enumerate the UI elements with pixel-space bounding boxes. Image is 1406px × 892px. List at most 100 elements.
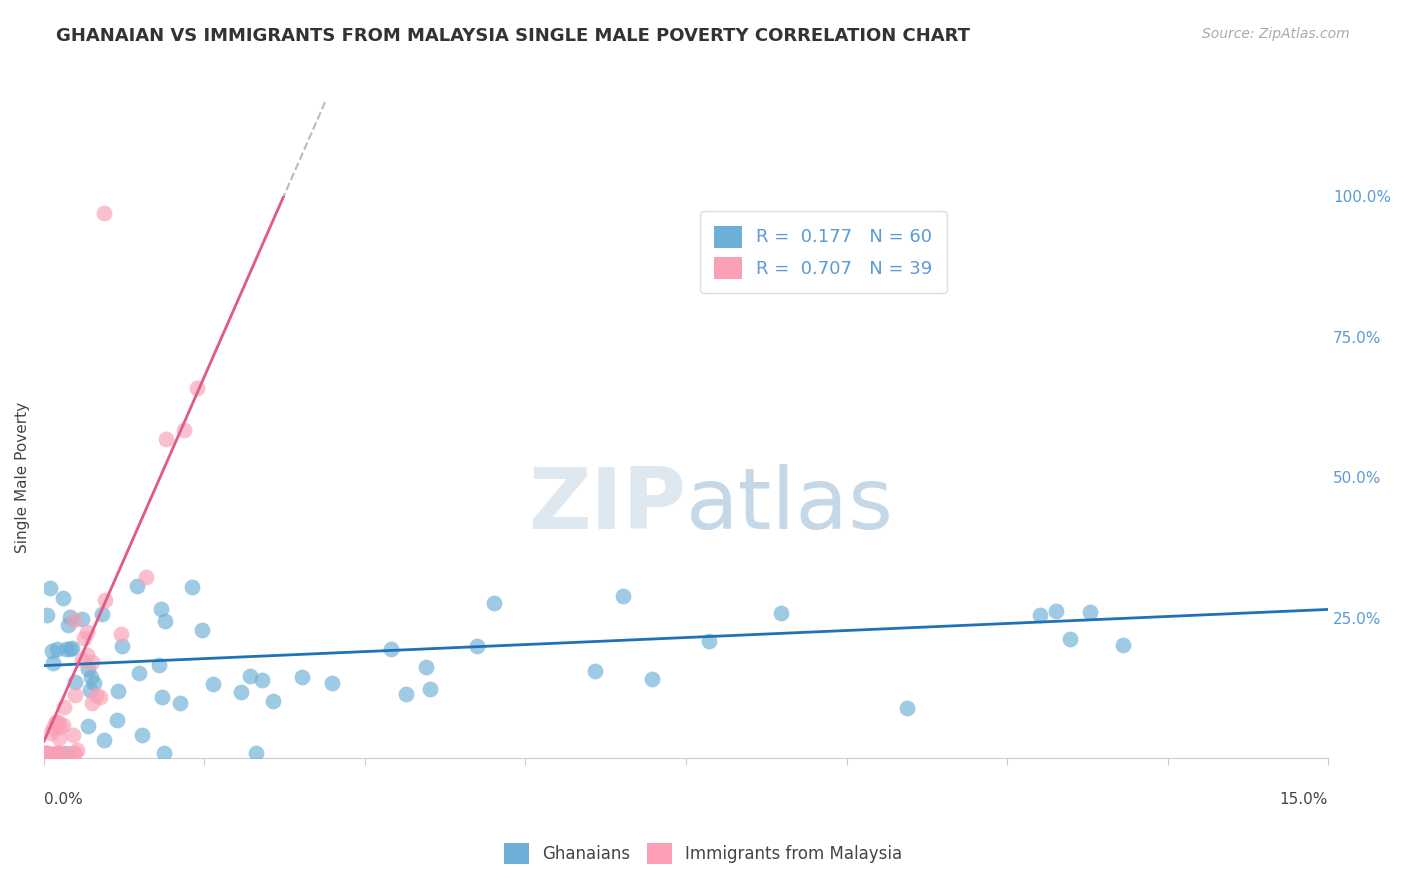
Point [482,596,505,610]
Point [45,714,67,729]
Point [49,720,72,734]
Point [291,670,314,684]
Point [155,432,177,446]
Point [49,746,72,760]
Point [148,657,170,672]
Point [105,714,128,728]
Point [415,660,437,674]
Point [46,746,69,760]
Point [770,606,793,620]
Point [84,688,107,702]
Point [110,627,132,641]
Legend: Ghanaians, Immigrants from Malaysia: Ghanaians, Immigrants from Malaysia [498,837,908,871]
Point [155,615,177,629]
Point [395,687,418,701]
Point [70,612,93,626]
Point [41,643,63,657]
Point [77,719,100,733]
Point [91,607,114,622]
Point [1112,638,1135,652]
Point [465,639,488,653]
Point [612,589,634,603]
Point [181,580,204,594]
Point [52,591,75,605]
Point [94,593,117,607]
Point [79,682,101,697]
Point [419,681,441,696]
Text: ZIP: ZIP [529,464,686,547]
Point [73,631,96,645]
Point [245,746,267,760]
Point [150,602,173,616]
Point [52,718,75,732]
Point [63,746,86,760]
Point [262,694,284,708]
Point [1029,608,1052,623]
Point [173,423,195,437]
Point [128,665,150,680]
Point [63,688,86,702]
Point [45,746,67,760]
Point [169,696,191,710]
Point [111,639,134,653]
Point [34,746,56,760]
Point [191,623,214,637]
Point [153,746,176,760]
Point [55,746,77,760]
Point [35,746,58,760]
Point [46,714,69,729]
Point [62,640,84,655]
Point [62,728,84,742]
Point [80,655,103,669]
Point [66,742,89,756]
Point [62,746,84,760]
Point [135,570,157,584]
Point [34,746,56,760]
Point [93,206,115,220]
Point [201,677,224,691]
Legend: R =  0.177   N = 60, R =  0.707   N = 39: R = 0.177 N = 60, R = 0.707 N = 39 [700,211,946,293]
Point [52,700,75,714]
Text: atlas: atlas [686,464,894,547]
Point [107,683,129,698]
Point [63,674,86,689]
Point [231,685,253,699]
Point [37,746,59,760]
Point [1078,605,1101,619]
Point [44,746,66,760]
Point [89,690,111,704]
Point [76,625,98,640]
Point [583,664,606,678]
Point [39,581,62,595]
Point [46,641,69,656]
Point [1045,604,1067,618]
Point [56,617,79,632]
Point [39,726,62,740]
Point [186,381,208,395]
Point [35,607,58,622]
Text: Source: ZipAtlas.com: Source: ZipAtlas.com [1202,27,1350,41]
Point [83,675,105,690]
Text: 0.0%: 0.0% [44,792,83,807]
Point [55,642,77,657]
Point [321,675,343,690]
Point [699,634,721,648]
Text: 15.0%: 15.0% [1279,792,1329,807]
Point [42,722,65,736]
Point [250,673,273,687]
Point [93,732,115,747]
Point [59,610,82,624]
Point [77,662,100,676]
Point [239,669,262,683]
Point [641,672,664,686]
Point [62,613,84,627]
Point [896,700,918,714]
Point [59,642,82,657]
Point [76,648,98,662]
Point [70,653,93,667]
Point [41,656,63,670]
Point [48,731,70,746]
Point [125,579,148,593]
Point [82,696,104,710]
Point [34,746,56,760]
